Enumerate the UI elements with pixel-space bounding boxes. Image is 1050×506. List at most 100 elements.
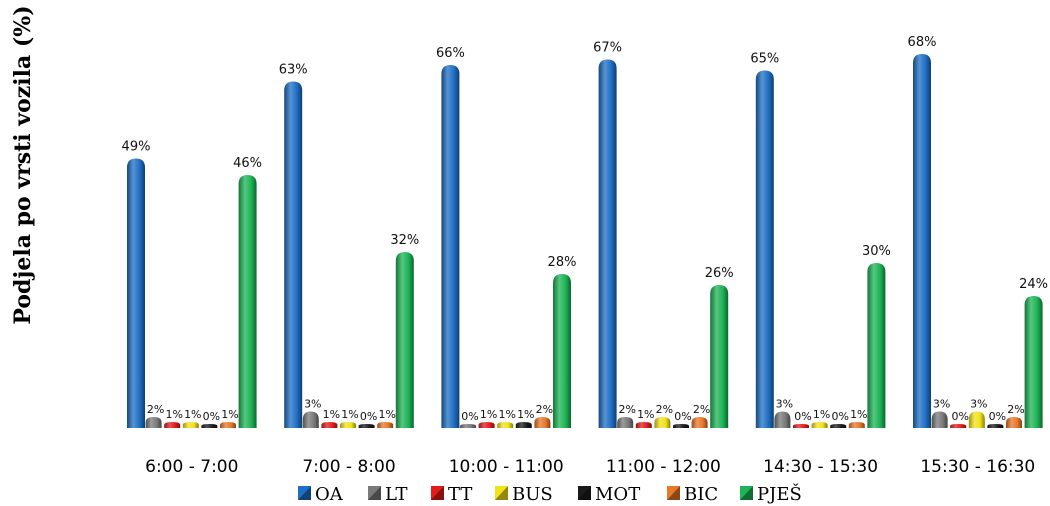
data-label-mot-2: 1% — [517, 408, 534, 421]
legend-item-bic: BIC — [667, 484, 718, 505]
category-label-4: 14:30 - 15:30 — [763, 457, 878, 477]
data-label-bic-3: 2% — [693, 403, 710, 416]
bar-oa-4 — [755, 70, 774, 428]
data-label-bus-3: 2% — [656, 403, 673, 416]
bar-lt-2 — [460, 424, 476, 428]
bar-lt-0 — [145, 417, 162, 428]
bar-bus-2 — [497, 422, 514, 428]
legend-item-lt: LT — [368, 484, 408, 505]
legend-swatch-shadow-lt — [368, 486, 381, 500]
bar-tt-1 — [321, 422, 338, 428]
data-label-pješ-4: 30% — [862, 244, 891, 259]
data-label-pješ-3: 26% — [705, 266, 734, 281]
data-label-bic-4: 1% — [850, 408, 867, 421]
bar-pješ-2 — [553, 274, 571, 428]
bar-lt-5 — [931, 411, 948, 428]
legend-item-pješ: PJEŠ — [740, 482, 802, 505]
category-label-1: 7:00 - 8:00 — [302, 457, 395, 477]
legend-label-bus: BUS — [512, 484, 553, 505]
bar-bus-4 — [811, 422, 828, 428]
data-label-tt-4: 0% — [794, 410, 811, 423]
legend-label-lt: LT — [385, 484, 408, 505]
data-label-bus-2: 1% — [498, 408, 515, 421]
category-labels: 6:00 - 7:00 7:00 - 8:00 10:00 - 11:00 11:00… — [145, 457, 1035, 477]
legend-item-mot: MOT — [578, 484, 640, 505]
data-label-oa-4: 65% — [750, 52, 779, 67]
bar-oa-1 — [284, 81, 303, 428]
data-label-bus-5: 3% — [970, 398, 987, 411]
data-label-mot-4: 0% — [831, 410, 848, 423]
data-label-pješ-2: 28% — [548, 255, 577, 270]
bar-oa-2 — [441, 65, 460, 428]
data-label-bic-0: 1% — [221, 408, 238, 421]
legend-swatch-shadow-oa — [298, 486, 311, 500]
bar-lt-4 — [774, 411, 791, 428]
bar-bic-2 — [534, 417, 551, 428]
bar-bic-0 — [220, 422, 236, 428]
data-label-lt-2: 0% — [461, 410, 478, 423]
data-label-tt-3: 1% — [637, 408, 654, 421]
legend: OA LT TT BUS MOT BIC PJEŠ — [298, 482, 802, 505]
data-label-oa-1: 63% — [279, 63, 308, 78]
bar-oa-3 — [598, 59, 617, 428]
legend-label-pješ: PJEŠ — [757, 482, 802, 505]
bar-mot-0 — [201, 424, 218, 428]
y-axis-label: Podjela po vrsti vozila (%) — [10, 5, 36, 324]
data-label-tt-5: 0% — [951, 410, 968, 423]
data-label-lt-5: 3% — [933, 398, 950, 411]
bar-tt-3 — [635, 422, 652, 428]
data-label-tt-2: 1% — [480, 408, 497, 421]
legend-swatch-shadow-tt — [431, 486, 444, 500]
category-label-3: 11:00 - 12:00 — [606, 457, 721, 477]
bar-bus-5 — [968, 411, 985, 428]
category-label-2: 10:00 - 11:00 — [449, 457, 564, 477]
bar-bus-3 — [654, 417, 671, 428]
bar-oa-0 — [127, 158, 145, 428]
bars-layer — [127, 54, 1043, 428]
legend-item-oa: OA — [298, 484, 344, 505]
bar-bic-5 — [1006, 417, 1022, 428]
legend-swatch-shadow-bic — [667, 486, 680, 500]
legend-swatch-shadow-mot — [578, 486, 591, 500]
bar-pješ-4 — [867, 263, 886, 428]
bar-lt-3 — [617, 417, 634, 428]
legend-label-mot: MOT — [595, 484, 640, 505]
legend-label-tt: TT — [448, 484, 472, 505]
legend-swatch-shadow-bus — [495, 486, 508, 500]
legend-label-oa: OA — [315, 484, 344, 505]
data-label-oa-0: 49% — [122, 140, 151, 155]
bar-pješ-1 — [395, 252, 414, 428]
bar-bus-0 — [182, 422, 199, 428]
bar-tt-2 — [478, 422, 495, 428]
data-label-mot-5: 0% — [989, 410, 1006, 423]
data-label-bic-2: 2% — [536, 403, 553, 416]
labels-layer: 49%2% 1% 1% 0% 1%46%63%3%1% 1% 0% 1%32%66%0% 1% 1… — [122, 35, 1049, 423]
bar-tt-4 — [793, 424, 809, 428]
legend-item-tt: TT — [431, 484, 472, 505]
category-label-0: 6:00 - 7:00 — [145, 457, 238, 477]
bar-pješ-3 — [710, 285, 729, 428]
data-label-mot-0: 0% — [203, 410, 220, 423]
bar-pješ-0 — [238, 175, 257, 428]
bar-bic-3 — [691, 417, 708, 428]
data-label-bic-1: 1% — [378, 408, 395, 421]
bar-mot-5 — [987, 424, 1004, 428]
bar-mot-2 — [515, 422, 532, 428]
data-label-tt-0: 1% — [165, 408, 182, 421]
data-label-lt-4: 3% — [776, 398, 793, 411]
data-label-pješ-0: 46% — [233, 156, 262, 171]
data-label-oa-2: 66% — [436, 46, 465, 61]
data-label-oa-3: 67% — [593, 41, 622, 56]
data-label-pješ-5: 24% — [1019, 277, 1048, 292]
bar-bic-4 — [848, 422, 865, 428]
data-label-bic-5: 2% — [1007, 403, 1024, 416]
legend-label-bic: BIC — [684, 484, 718, 505]
bar-oa-5 — [913, 54, 931, 428]
data-label-mot-1: 0% — [360, 410, 377, 423]
bar-tt-0 — [164, 422, 181, 428]
bar-lt-1 — [302, 411, 319, 428]
bar-mot-1 — [358, 424, 375, 428]
data-label-bus-0: 1% — [184, 408, 201, 421]
legend-swatch-shadow-pješ — [740, 486, 753, 500]
